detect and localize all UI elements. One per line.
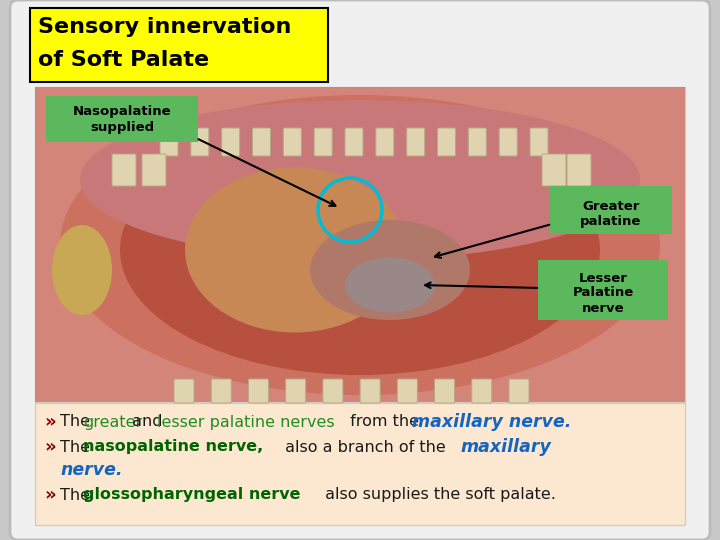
Text: »: » <box>44 438 55 456</box>
FancyBboxPatch shape <box>314 128 332 156</box>
Text: glossopharyngeal nerve: glossopharyngeal nerve <box>83 488 300 503</box>
Text: supplied: supplied <box>90 122 154 134</box>
Text: Palatine: Palatine <box>572 287 634 300</box>
FancyBboxPatch shape <box>10 0 710 540</box>
Text: maxillary nerve.: maxillary nerve. <box>412 413 572 431</box>
FancyBboxPatch shape <box>284 128 302 156</box>
Ellipse shape <box>52 225 112 315</box>
FancyBboxPatch shape <box>191 128 209 156</box>
Text: nerve: nerve <box>582 301 624 314</box>
Text: Lesser: Lesser <box>579 272 627 285</box>
Text: maxillary: maxillary <box>460 438 551 456</box>
FancyBboxPatch shape <box>174 379 194 403</box>
Text: Sensory innervation: Sensory innervation <box>38 17 292 37</box>
FancyBboxPatch shape <box>35 403 685 525</box>
Ellipse shape <box>310 220 470 320</box>
Ellipse shape <box>80 100 640 260</box>
Ellipse shape <box>345 258 435 313</box>
FancyBboxPatch shape <box>542 154 566 186</box>
FancyBboxPatch shape <box>248 379 269 403</box>
FancyBboxPatch shape <box>160 128 178 156</box>
Text: nasopalatine nerve,: nasopalatine nerve, <box>83 440 264 455</box>
Text: lesser palatine nerves: lesser palatine nerves <box>157 415 335 429</box>
FancyBboxPatch shape <box>211 379 231 403</box>
Text: also supplies the soft palate.: also supplies the soft palate. <box>320 488 556 503</box>
FancyBboxPatch shape <box>438 128 456 156</box>
Text: nerve.: nerve. <box>60 461 122 479</box>
Ellipse shape <box>120 125 600 375</box>
FancyBboxPatch shape <box>323 379 343 403</box>
FancyBboxPatch shape <box>499 128 517 156</box>
Text: from the: from the <box>345 415 424 429</box>
Text: and: and <box>127 415 168 429</box>
Text: of Soft Palate: of Soft Palate <box>38 50 209 70</box>
Text: also a branch of the: also a branch of the <box>280 440 451 455</box>
FancyBboxPatch shape <box>46 96 198 142</box>
Bar <box>35 87 685 402</box>
FancyBboxPatch shape <box>530 128 548 156</box>
FancyBboxPatch shape <box>397 379 418 403</box>
Text: Nasopalatine: Nasopalatine <box>73 105 171 118</box>
Text: greater: greater <box>83 415 143 429</box>
FancyBboxPatch shape <box>567 154 591 186</box>
Text: The: The <box>60 440 95 455</box>
FancyBboxPatch shape <box>435 379 454 403</box>
Text: »: » <box>44 413 55 431</box>
FancyBboxPatch shape <box>345 128 363 156</box>
FancyBboxPatch shape <box>360 379 380 403</box>
Text: »: » <box>44 486 55 504</box>
FancyBboxPatch shape <box>112 154 136 186</box>
Text: The: The <box>60 488 95 503</box>
Text: The: The <box>60 415 95 429</box>
FancyBboxPatch shape <box>472 379 492 403</box>
FancyBboxPatch shape <box>142 154 166 186</box>
Text: Greater: Greater <box>582 199 639 213</box>
FancyBboxPatch shape <box>35 87 685 402</box>
FancyBboxPatch shape <box>550 186 672 234</box>
FancyBboxPatch shape <box>286 379 306 403</box>
Ellipse shape <box>185 167 405 333</box>
FancyBboxPatch shape <box>468 128 486 156</box>
FancyBboxPatch shape <box>30 8 328 82</box>
FancyBboxPatch shape <box>538 260 668 320</box>
FancyBboxPatch shape <box>407 128 425 156</box>
FancyBboxPatch shape <box>253 128 271 156</box>
FancyBboxPatch shape <box>222 128 240 156</box>
FancyBboxPatch shape <box>376 128 394 156</box>
Ellipse shape <box>60 95 660 395</box>
Text: palatine: palatine <box>580 214 642 227</box>
FancyBboxPatch shape <box>509 379 529 403</box>
